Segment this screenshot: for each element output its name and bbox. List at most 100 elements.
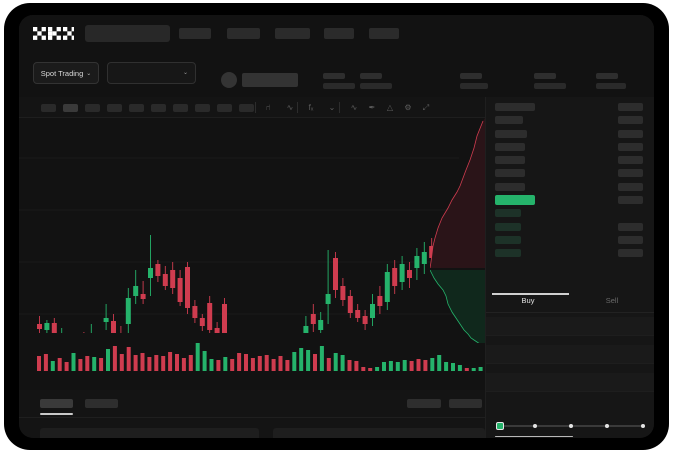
stat-price-change-label bbox=[323, 73, 345, 79]
candlestick-series bbox=[19, 157, 459, 333]
compare-icon[interactable]: ⌄ bbox=[328, 103, 336, 112]
order-book-price bbox=[495, 209, 521, 218]
settings-gear-icon[interactable]: ⚙ bbox=[404, 103, 412, 112]
slider-stop-50[interactable] bbox=[568, 423, 574, 428]
fullscreen-icon[interactable]: ⤢ bbox=[422, 103, 430, 112]
price-chart[interactable] bbox=[19, 118, 485, 390]
timeframe-1[interactable] bbox=[41, 104, 56, 112]
pair-avatar bbox=[221, 72, 237, 88]
toolbar-divider bbox=[339, 102, 340, 113]
nav-item-1[interactable] bbox=[179, 28, 211, 39]
order-form-row-order-type[interactable] bbox=[486, 317, 654, 336]
stat-24h-volume-value bbox=[534, 83, 566, 89]
orderbook-row-ask-3[interactable] bbox=[495, 129, 645, 139]
toolbar-divider bbox=[297, 102, 298, 113]
slider-stop-75[interactable] bbox=[604, 423, 610, 428]
order-book-amount bbox=[618, 222, 643, 231]
slider-stop-25[interactable] bbox=[532, 423, 538, 428]
bottom-action-1[interactable] bbox=[407, 399, 441, 408]
timeframe-10[interactable] bbox=[239, 104, 254, 112]
order-book-scrollbar[interactable] bbox=[495, 435, 573, 437]
order-book-price bbox=[495, 169, 525, 178]
nav-item-5[interactable] bbox=[369, 28, 399, 39]
drawing-pen-icon[interactable]: ✒ bbox=[368, 103, 376, 112]
order-book-amount bbox=[618, 116, 643, 125]
orderbook-row-bid-4[interactable] bbox=[495, 249, 645, 258]
order-book-amount bbox=[618, 249, 643, 258]
wave-icon[interactable]: ∿ bbox=[350, 103, 358, 112]
order-form-row-price[interactable] bbox=[486, 345, 654, 364]
trading-pair-select[interactable]: ⌄ bbox=[107, 62, 196, 84]
stat-24h-volume-label bbox=[534, 73, 556, 79]
timeframe-8[interactable] bbox=[195, 104, 210, 112]
stat-24h-high-value bbox=[360, 83, 392, 89]
trade-side-panel: Buy Sell bbox=[485, 97, 654, 438]
orderbook-row-bid-3[interactable] bbox=[495, 235, 645, 245]
toolbar-divider bbox=[255, 102, 256, 113]
trading-mode-select[interactable]: Spot Trading ⌄ bbox=[33, 62, 99, 84]
order-book-price bbox=[495, 249, 521, 258]
stat-24h-low-label bbox=[460, 73, 482, 79]
orderbook-row-bid-2[interactable] bbox=[495, 222, 645, 232]
depth-series bbox=[430, 118, 485, 343]
timeframe-7[interactable] bbox=[173, 104, 188, 112]
tab-sell[interactable]: Sell bbox=[605, 296, 619, 305]
orderbook-row-last-price[interactable] bbox=[495, 195, 645, 206]
bottom-card-right bbox=[273, 428, 485, 438]
orderbook-row-ask-1[interactable] bbox=[495, 103, 645, 112]
order-book-price bbox=[495, 182, 525, 191]
percent-slider[interactable] bbox=[496, 420, 646, 432]
order-book-price bbox=[495, 222, 521, 231]
stat-24h-high-label bbox=[360, 73, 382, 79]
nav-item-3[interactable] bbox=[275, 28, 310, 39]
order-book-price bbox=[495, 142, 525, 151]
market-depth-chart bbox=[430, 118, 485, 343]
trading-mode-label: Spot Trading bbox=[40, 68, 84, 78]
order-book-amount bbox=[618, 196, 643, 205]
timeframe-6[interactable] bbox=[151, 104, 166, 112]
timeframe-3[interactable] bbox=[85, 104, 100, 112]
nav-item-4[interactable] bbox=[324, 28, 354, 39]
orderbook-row-bid-1[interactable] bbox=[495, 209, 645, 218]
tab-open-orders[interactable] bbox=[40, 399, 73, 408]
slider-handle[interactable] bbox=[496, 422, 504, 430]
tab-buy[interactable]: Buy bbox=[521, 296, 535, 305]
active-tab-indicator bbox=[492, 293, 569, 295]
pair-name-placeholder bbox=[242, 73, 298, 87]
order-book-price bbox=[495, 195, 535, 206]
orders-panel bbox=[19, 390, 485, 438]
bottom-card-left bbox=[40, 428, 259, 438]
stat-24h-turnover-label bbox=[596, 73, 618, 79]
global-search-input[interactable] bbox=[85, 25, 170, 42]
tab-order-history[interactable] bbox=[85, 399, 118, 408]
tablet-device-frame: Spot Trading ⌄ ⌄ ⑁ ∿ fₓ ⌄ ∿ ✒ △ ⚙ ⤢ bbox=[4, 3, 669, 450]
bottom-action-2[interactable] bbox=[449, 399, 482, 408]
indicator-icon[interactable]: fₓ bbox=[308, 103, 314, 112]
nav-item-2[interactable] bbox=[227, 28, 260, 39]
orderbook-row-ask-5[interactable] bbox=[495, 156, 645, 165]
okx-logo[interactable] bbox=[33, 27, 74, 40]
orderbook-row-ask-2[interactable] bbox=[495, 116, 645, 125]
orderbook-row-ask-4[interactable] bbox=[495, 142, 645, 152]
chevron-down-icon: ⌄ bbox=[182, 70, 188, 76]
order-book-price bbox=[495, 103, 535, 111]
slider-stop-100[interactable] bbox=[640, 423, 646, 428]
timeframe-2[interactable] bbox=[63, 104, 78, 112]
line-chart-icon[interactable]: ∿ bbox=[286, 103, 294, 112]
candlestick-chart-icon[interactable]: ⑁ bbox=[265, 103, 271, 112]
orderbook-row-ask-7[interactable] bbox=[495, 182, 645, 192]
order-book-amount bbox=[618, 103, 643, 111]
order-book-price bbox=[495, 116, 523, 125]
order-book-amount bbox=[618, 235, 643, 244]
stat-24h-turnover-value bbox=[596, 83, 626, 89]
alert-bell-icon[interactable]: △ bbox=[386, 103, 394, 112]
timeframe-4[interactable] bbox=[107, 104, 122, 112]
timeframe-5[interactable] bbox=[129, 104, 144, 112]
order-book-price bbox=[495, 129, 527, 138]
orderbook-row-ask-6[interactable] bbox=[495, 169, 645, 178]
timeframe-9[interactable] bbox=[217, 104, 232, 112]
order-form-row-amount[interactable] bbox=[486, 373, 654, 392]
app-screen: Spot Trading ⌄ ⌄ ⑁ ∿ fₓ ⌄ ∿ ✒ △ ⚙ ⤢ bbox=[19, 15, 654, 438]
order-book[interactable] bbox=[486, 97, 654, 287]
stat-price-change-value bbox=[323, 83, 355, 89]
